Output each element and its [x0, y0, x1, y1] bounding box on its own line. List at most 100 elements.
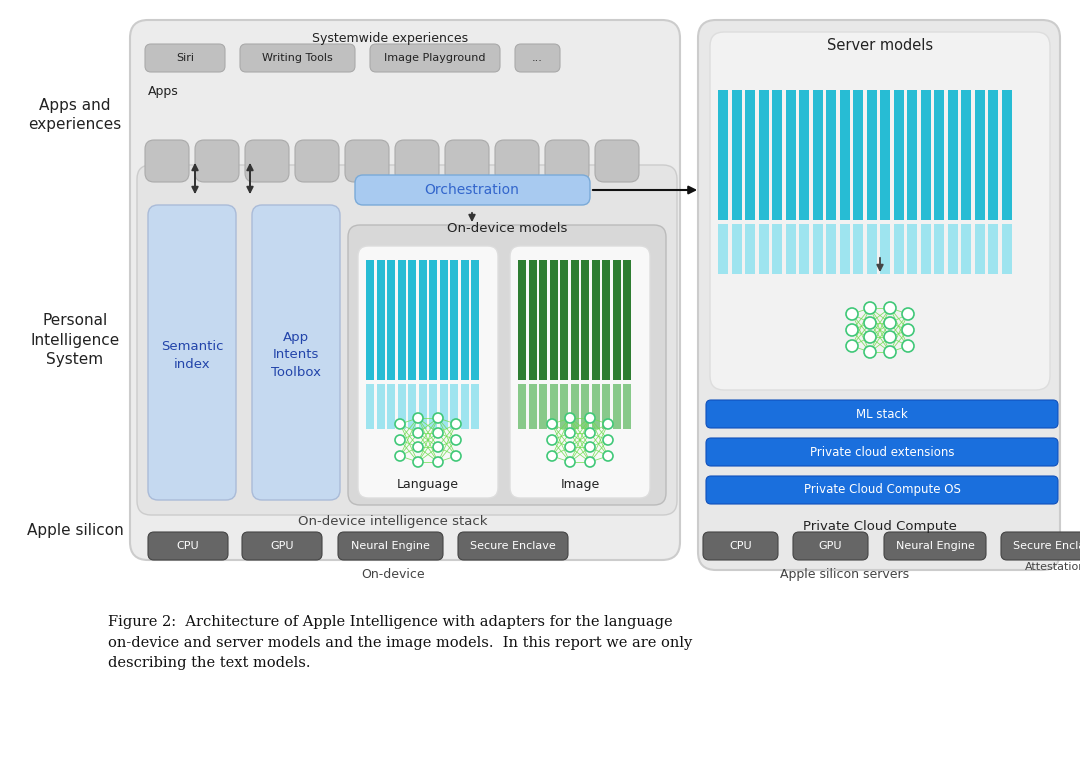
FancyBboxPatch shape — [458, 532, 568, 560]
Bar — [988, 224, 998, 274]
FancyBboxPatch shape — [395, 140, 438, 182]
Circle shape — [585, 413, 595, 423]
Bar — [745, 90, 755, 220]
FancyBboxPatch shape — [130, 20, 680, 560]
FancyBboxPatch shape — [370, 44, 500, 72]
Bar — [440, 384, 447, 429]
Bar — [812, 90, 823, 220]
Bar — [772, 224, 782, 274]
Circle shape — [451, 451, 461, 461]
FancyBboxPatch shape — [145, 140, 189, 182]
Bar — [612, 384, 621, 429]
Bar — [785, 90, 796, 220]
Bar — [961, 224, 971, 274]
Bar — [961, 90, 971, 220]
Bar — [1001, 90, 1012, 220]
Bar — [528, 384, 537, 429]
FancyBboxPatch shape — [195, 140, 239, 182]
FancyBboxPatch shape — [242, 532, 322, 560]
Bar — [471, 384, 480, 429]
Text: GPU: GPU — [819, 541, 842, 551]
Circle shape — [413, 428, 423, 438]
Bar — [731, 224, 742, 274]
FancyBboxPatch shape — [245, 140, 289, 182]
Circle shape — [433, 457, 443, 467]
Text: Secure Enclave: Secure Enclave — [1013, 541, 1080, 551]
Bar — [387, 260, 395, 380]
Bar — [419, 260, 427, 380]
Circle shape — [885, 317, 896, 329]
Text: On-device intelligence stack: On-device intelligence stack — [298, 515, 488, 528]
FancyBboxPatch shape — [710, 32, 1050, 390]
Bar — [518, 384, 526, 429]
FancyBboxPatch shape — [495, 140, 539, 182]
Bar — [550, 260, 557, 380]
Bar — [988, 90, 998, 220]
Circle shape — [864, 346, 876, 358]
Text: Neural Engine: Neural Engine — [895, 541, 974, 551]
Bar — [718, 90, 728, 220]
FancyBboxPatch shape — [252, 205, 340, 500]
Bar — [408, 384, 416, 429]
Circle shape — [885, 346, 896, 358]
Circle shape — [565, 428, 575, 438]
FancyBboxPatch shape — [793, 532, 868, 560]
Bar — [366, 384, 374, 429]
Bar — [947, 90, 958, 220]
Bar — [581, 260, 589, 380]
Circle shape — [565, 442, 575, 452]
Bar — [853, 90, 863, 220]
Text: On-device models: On-device models — [447, 222, 567, 235]
Bar — [758, 90, 769, 220]
Circle shape — [603, 451, 613, 461]
Circle shape — [846, 324, 858, 336]
Bar — [623, 260, 631, 380]
Bar — [974, 90, 985, 220]
FancyBboxPatch shape — [515, 44, 561, 72]
FancyBboxPatch shape — [510, 246, 650, 498]
Bar — [460, 384, 469, 429]
Bar — [731, 90, 742, 220]
Bar — [893, 224, 904, 274]
Text: App
Intents
Toolbox: App Intents Toolbox — [271, 330, 321, 380]
Bar — [377, 260, 384, 380]
Bar — [602, 260, 610, 380]
Bar — [429, 260, 437, 380]
Text: CPU: CPU — [177, 541, 200, 551]
Text: Secure Enclave: Secure Enclave — [470, 541, 556, 551]
Bar — [947, 224, 958, 274]
Bar — [397, 384, 405, 429]
Circle shape — [864, 331, 876, 343]
Circle shape — [546, 419, 557, 429]
Bar — [581, 384, 589, 429]
Circle shape — [413, 442, 423, 452]
Circle shape — [603, 435, 613, 445]
Circle shape — [565, 457, 575, 467]
Text: Private Cloud Compute: Private Cloud Compute — [804, 520, 957, 533]
Bar — [561, 260, 568, 380]
Bar — [440, 260, 447, 380]
Bar — [408, 260, 416, 380]
Text: Personal
Intelligence
System: Personal Intelligence System — [30, 313, 120, 367]
Bar — [612, 260, 621, 380]
Bar — [570, 384, 579, 429]
Bar — [397, 260, 405, 380]
FancyBboxPatch shape — [1001, 532, 1080, 560]
Bar — [419, 384, 427, 429]
Bar — [934, 224, 944, 274]
Text: Apps and
experiences: Apps and experiences — [28, 98, 122, 132]
Circle shape — [902, 340, 914, 352]
Text: Systemwide experiences: Systemwide experiences — [312, 32, 468, 45]
Text: Orchestration: Orchestration — [424, 183, 519, 197]
FancyBboxPatch shape — [148, 532, 228, 560]
Bar — [880, 224, 890, 274]
Bar — [450, 260, 458, 380]
Bar — [387, 384, 395, 429]
FancyBboxPatch shape — [545, 140, 589, 182]
Bar — [974, 224, 985, 274]
Text: On-device: On-device — [361, 568, 424, 581]
Bar — [471, 260, 480, 380]
Circle shape — [451, 435, 461, 445]
Bar — [907, 90, 917, 220]
Circle shape — [395, 419, 405, 429]
